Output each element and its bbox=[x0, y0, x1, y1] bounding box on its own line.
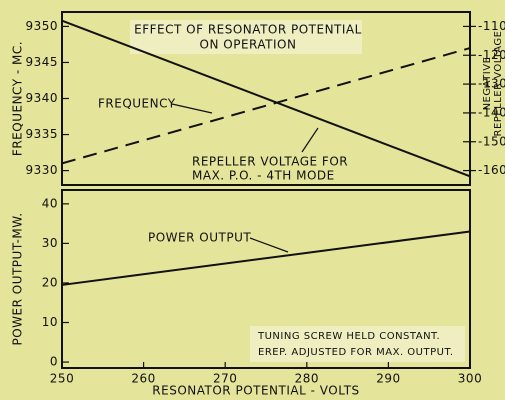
y-tick-label: 30 bbox=[42, 236, 58, 250]
y-axis-label: POWER OUTPUT-MW. bbox=[11, 212, 25, 345]
y-tick-label: 9330 bbox=[25, 163, 58, 177]
leader-line bbox=[249, 237, 289, 253]
leader-line bbox=[171, 103, 213, 114]
y2-tick-label: -140 bbox=[478, 105, 505, 119]
title-box bbox=[130, 20, 362, 54]
y-axis-label: FREQUENCY - MC. bbox=[11, 41, 25, 156]
y-tick-label: 40 bbox=[42, 196, 58, 210]
y2-axis-label: NEGATIVE bbox=[482, 57, 493, 111]
x-tick-label: 290 bbox=[376, 372, 400, 386]
y-tick-label: 9350 bbox=[25, 19, 58, 33]
x-axis-label: RESONATOR POTENTIAL - VOLTS bbox=[152, 384, 359, 398]
annotation: TUNING SCREW HELD CONSTANT. bbox=[257, 331, 440, 342]
series-line bbox=[61, 19, 471, 178]
x-tick-label: 260 bbox=[131, 372, 155, 386]
annotation: MAX. P.O. - 4TH MODE bbox=[192, 169, 335, 183]
series-line bbox=[61, 47, 471, 165]
annotation: ON OPERATION bbox=[200, 38, 297, 52]
plot-frame bbox=[61, 189, 471, 369]
x-tick-label: 270 bbox=[213, 372, 237, 386]
annotation: REPELLER VOLTAGE FOR bbox=[192, 155, 348, 169]
y2-tick-label: -150 bbox=[478, 134, 505, 148]
x-tick-label: 300 bbox=[458, 372, 482, 386]
x-tick-label: 250 bbox=[50, 372, 74, 386]
series-line bbox=[61, 230, 471, 286]
y2-tick-label: -120 bbox=[478, 48, 505, 62]
y2-tick-label: -160 bbox=[478, 163, 505, 177]
y2-axis-label: REPELLER VOLTAGE bbox=[493, 31, 504, 137]
note-box bbox=[250, 326, 465, 362]
y-tick-label: 10 bbox=[42, 315, 58, 329]
annotation: EFFECT OF RESONATOR POTENTIAL bbox=[134, 23, 362, 37]
y-tick-label: 0 bbox=[50, 355, 58, 369]
x-tick-label: 280 bbox=[295, 372, 319, 386]
y-tick-label: 9335 bbox=[25, 127, 58, 141]
annotation: EREP. ADJUSTED FOR MAX. OUTPUT. bbox=[258, 347, 454, 358]
y-tick-label: 9340 bbox=[25, 91, 58, 105]
leader-line bbox=[301, 127, 319, 153]
y-tick-label: 9345 bbox=[25, 55, 58, 69]
annotation: FREQUENCY bbox=[98, 97, 176, 111]
y-tick-label: 20 bbox=[42, 275, 58, 289]
y2-tick-label: -130 bbox=[478, 77, 505, 91]
y2-tick-label: -110 bbox=[478, 19, 505, 33]
annotation: POWER OUTPUT bbox=[148, 231, 251, 245]
